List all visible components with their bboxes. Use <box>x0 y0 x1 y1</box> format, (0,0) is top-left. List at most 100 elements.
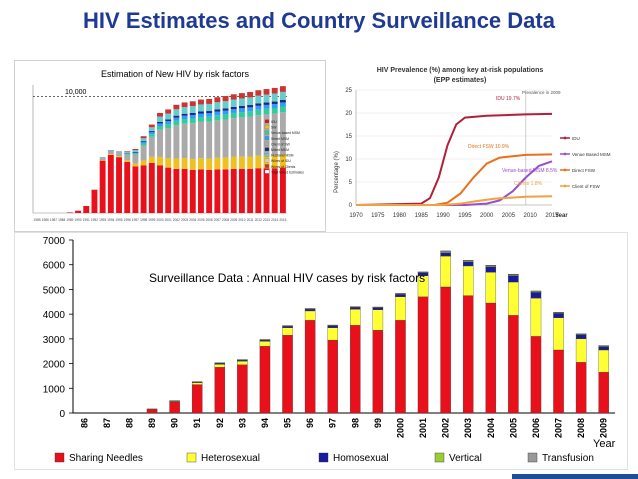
bar-segment <box>263 94 270 103</box>
x-tick-label: 1995 <box>115 218 122 222</box>
bar-segment <box>169 401 180 414</box>
bar-segment <box>238 108 245 113</box>
bar-segment <box>462 295 474 414</box>
bar-segment <box>238 156 245 169</box>
x-tick-label: 2012 <box>255 218 262 222</box>
x-tick-label: 91 <box>192 418 202 428</box>
y-tick-label: 0 <box>59 409 65 420</box>
legend-swatch <box>264 141 270 146</box>
legend-label: Transfusion <box>542 453 594 464</box>
bar-segment <box>132 151 139 153</box>
bar-segment <box>440 286 451 414</box>
x-tick-label: 1999 <box>148 218 155 222</box>
bar-segment <box>157 129 163 157</box>
bar-segment <box>124 154 131 161</box>
bar-segment <box>132 150 139 152</box>
bar-segment <box>279 106 286 113</box>
bar-segment <box>157 112 163 117</box>
x-tick-label: 2005 <box>502 213 516 219</box>
bar-segment <box>132 154 139 164</box>
bar-idu <box>124 161 131 213</box>
bar-segment <box>181 158 188 169</box>
legend-label: Wives of Clients <box>271 165 296 169</box>
legend-label: Husband MSM <box>271 154 294 158</box>
legend-label: Total Mixed Estimates <box>271 170 304 174</box>
bar-idu <box>230 168 237 213</box>
bar-segment <box>198 111 204 114</box>
bar-segment <box>238 112 245 118</box>
bar-segment <box>206 158 213 170</box>
bar-segment <box>263 114 270 156</box>
bar-segment <box>206 113 213 117</box>
bar-segment <box>107 151 114 155</box>
bar-segment <box>271 101 278 104</box>
bar-segment <box>214 111 221 116</box>
x-tick-label: 87 <box>102 418 112 428</box>
bar-segment <box>116 151 122 153</box>
bar-segment <box>181 115 188 120</box>
chart-title: Estimation of New HIV by risk factors <box>101 69 250 79</box>
new-hiv-estimation-chart: Estimation of New HIV by risk factors 10… <box>32 69 304 222</box>
bar-segment <box>173 117 180 121</box>
bar-idu <box>181 168 188 213</box>
bar-segment <box>553 349 564 414</box>
bar-segment <box>255 90 262 96</box>
bar-segment <box>327 339 338 414</box>
legend-swatch <box>54 452 65 463</box>
bar-segment <box>508 281 519 316</box>
series-line <box>355 112 553 206</box>
x-tick-label: 2010 <box>524 213 538 219</box>
bar-segment <box>198 117 204 122</box>
annual-hiv-cases-panel: 0 1000 2000 3000 4000 5000 6000 7000 86 87 88 89 90 9… <box>14 232 628 470</box>
bar-segment <box>214 120 221 158</box>
bar-segment <box>530 297 542 337</box>
bar-segment <box>327 325 338 328</box>
bar-segment <box>279 86 286 92</box>
x-tick-label: 1989 <box>66 218 73 222</box>
bar-segment <box>440 252 451 257</box>
bar-segment <box>263 104 270 109</box>
bar-idu <box>214 169 221 213</box>
y-tick-label: 7000 <box>43 236 66 247</box>
legend-label: Client of FSW <box>572 184 601 189</box>
bar-segment <box>214 97 221 103</box>
x-tick-label: 1992 <box>91 218 98 222</box>
bar-segment <box>327 327 338 341</box>
x-tick-label: 2006 <box>531 418 541 438</box>
bar-idu <box>148 162 155 213</box>
bar-segment <box>553 313 564 318</box>
bar-segment <box>222 96 229 102</box>
bar-segment <box>350 309 361 326</box>
annual-hiv-cases-chart: 0 1000 2000 3000 4000 5000 6000 7000 86 87 88 89 90 9… <box>43 236 616 464</box>
x-tick-label: 2003 <box>181 218 188 222</box>
bar-segment <box>247 105 254 108</box>
bar-segment <box>148 127 155 132</box>
x-tick-label: 1990 <box>436 213 450 219</box>
legend-marker <box>563 136 567 140</box>
bar-segment <box>198 104 204 112</box>
bar-segment <box>230 156 237 169</box>
bar-idu <box>255 168 262 213</box>
bar-segment <box>214 102 221 110</box>
bar-segment <box>214 364 226 368</box>
x-tick-label: 2009 <box>230 218 237 222</box>
bar-segment <box>247 91 254 98</box>
x-tick-label: 2006 <box>206 218 213 222</box>
annotation: Prevalence in 2009 <box>522 90 561 95</box>
x-tick-label: 98 <box>350 418 360 428</box>
bar-segment <box>140 143 147 146</box>
x-tick-label: 1987 <box>50 218 57 222</box>
bar-segment <box>191 382 203 385</box>
chart-title: Surveillance Data : Annual HIV cases by … <box>149 271 425 285</box>
bar-idu <box>66 212 73 213</box>
bar-segment <box>255 115 262 156</box>
bar-segment <box>247 107 254 112</box>
legend-swatch <box>264 158 270 163</box>
bar-segment <box>222 119 229 158</box>
bar-segment <box>263 89 270 95</box>
bar-segment <box>189 112 196 116</box>
bar-segment <box>238 98 245 107</box>
bar-segment <box>124 152 131 154</box>
y-tick-label: 20 <box>345 111 352 117</box>
x-tick-label: 2010 <box>238 218 245 222</box>
